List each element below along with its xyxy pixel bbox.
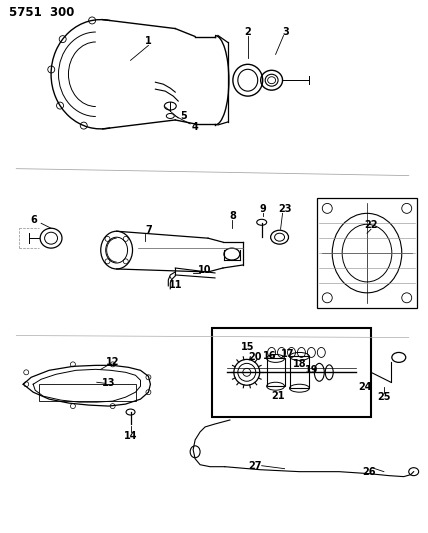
Text: 6: 6: [31, 215, 38, 225]
Text: 8: 8: [229, 211, 236, 221]
Bar: [317, 198, 417, 308]
Text: 3: 3: [282, 27, 289, 37]
Bar: [212, 328, 371, 417]
Text: 12: 12: [106, 357, 119, 367]
Text: 19: 19: [305, 365, 318, 375]
Text: 23: 23: [278, 204, 291, 214]
Text: 21: 21: [271, 391, 284, 401]
Text: 10: 10: [198, 265, 212, 275]
Text: 5: 5: [180, 111, 187, 121]
Text: 9: 9: [259, 204, 266, 214]
Text: 4: 4: [192, 122, 199, 132]
Text: 24: 24: [358, 382, 372, 392]
Text: 1: 1: [145, 36, 152, 46]
Text: 16: 16: [263, 351, 276, 361]
Text: 17: 17: [281, 350, 294, 359]
Text: 14: 14: [124, 431, 137, 441]
Bar: [267, 358, 285, 386]
Text: 13: 13: [102, 378, 116, 388]
Text: 2: 2: [244, 27, 251, 37]
Text: 20: 20: [248, 352, 262, 362]
Text: 27: 27: [248, 461, 262, 471]
Text: 15: 15: [241, 343, 255, 352]
Text: 18: 18: [293, 359, 306, 369]
Text: 5751  300: 5751 300: [9, 6, 75, 19]
Text: 25: 25: [377, 392, 391, 402]
Bar: [39, 384, 136, 401]
Text: 22: 22: [364, 220, 378, 230]
Text: 11: 11: [169, 280, 182, 290]
Text: 26: 26: [362, 467, 376, 477]
Text: 7: 7: [145, 225, 152, 235]
Bar: [289, 357, 309, 388]
